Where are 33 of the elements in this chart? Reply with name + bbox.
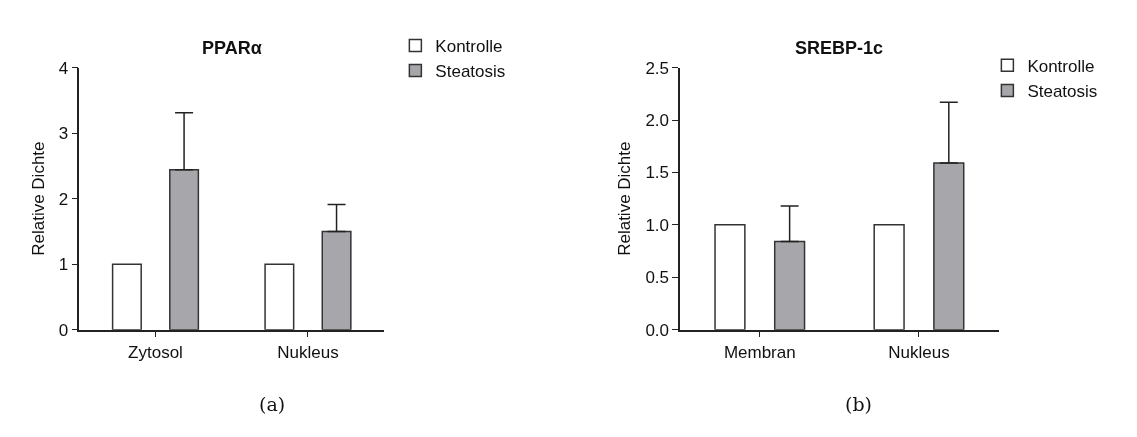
x-tick-label: Nukleus bbox=[277, 342, 339, 362]
y-axis-title: Relative Dichte bbox=[615, 141, 635, 256]
chart-title: PPARα bbox=[202, 38, 262, 58]
legend-label: Kontrolle bbox=[435, 37, 503, 57]
text: (b) bbox=[845, 393, 872, 415]
x-tick-label: Membran bbox=[723, 342, 796, 362]
x-tick-label: Nukleus bbox=[888, 342, 950, 362]
y-tick-label: 0.0 bbox=[645, 320, 670, 340]
bar bbox=[264, 263, 295, 330]
y-tick-label: 1 bbox=[58, 255, 69, 275]
chart-title: SREBP-1c bbox=[795, 38, 884, 58]
legend-label: Steatosis bbox=[1027, 82, 1098, 102]
y-tick-label: 2.5 bbox=[645, 58, 670, 78]
bar bbox=[933, 162, 965, 330]
y-tick-label: 3 bbox=[58, 124, 69, 144]
bar bbox=[773, 240, 806, 330]
y-tick-label: 0 bbox=[58, 320, 69, 340]
bar bbox=[321, 230, 352, 330]
y-axis-title: Relative Dichte bbox=[28, 141, 48, 256]
bar bbox=[873, 224, 905, 330]
bar bbox=[714, 224, 746, 330]
y-tick-label: 4 bbox=[58, 58, 69, 78]
y-tick-label: 1.5 bbox=[645, 163, 670, 183]
legend-label: Kontrolle bbox=[1027, 56, 1095, 76]
legend-label: Steatosis bbox=[435, 62, 506, 82]
x-tick-label: Zytosol bbox=[128, 342, 183, 362]
y-tick-label: 0.5 bbox=[645, 268, 670, 288]
bar bbox=[169, 169, 200, 330]
text: (a) bbox=[259, 393, 286, 415]
y-tick-label: 2 bbox=[58, 189, 69, 209]
bar bbox=[111, 263, 142, 330]
y-tick-label: 1.0 bbox=[645, 215, 670, 235]
y-tick-label: 2.0 bbox=[645, 110, 670, 130]
